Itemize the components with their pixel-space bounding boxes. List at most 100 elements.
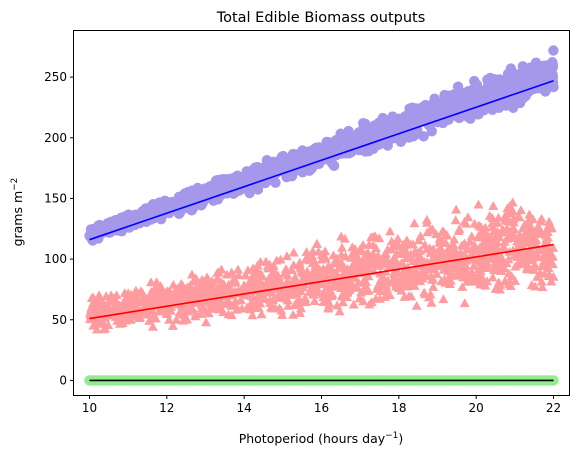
scatter-point [307,246,318,256]
scatter-point [392,233,403,243]
scatter-point [369,120,380,131]
scatter-point [490,284,501,293]
scatter-point [385,226,395,236]
scatter-point [371,284,382,293]
scatter-point [387,112,398,123]
scatter-point [150,206,161,217]
scatter-point [242,265,253,275]
scatter-point [373,251,384,261]
scatter-point [487,272,498,282]
scatter-point [478,259,489,268]
scatter-point [441,276,452,286]
scatter-point [429,103,440,114]
scatter-point [424,111,436,122]
scatter-point [241,282,251,292]
scatter-point [443,244,454,253]
scatter-series-2 [85,197,559,334]
scatter-point [308,282,319,292]
y-tick-label: 100 [44,252,67,266]
scatter-point [92,324,102,334]
scatter-point [488,74,500,85]
scatter-point [548,243,559,252]
y-axis-ticks: 0 50 100 150 200 250 [44,70,74,387]
scatter-point [319,267,330,277]
x-axis-label-main: Photoperiod (hours day [239,431,386,446]
scatter-point [294,259,305,268]
scatter-point [212,273,223,283]
scatter-point [512,79,523,91]
scatter-point [374,129,386,141]
scatter-point [309,296,320,305]
scatter-point [237,303,247,313]
scatter-point [125,212,137,223]
scatter-point [229,177,241,188]
scatter-point [331,253,342,263]
scatter-point [360,286,371,296]
scatter-point [371,243,381,253]
scatter-point [184,285,195,295]
scatter-point [140,308,151,318]
scatter-point [194,278,205,288]
scatter-point [242,290,253,300]
scatter-point [196,309,207,318]
scatter-point [301,253,312,263]
y-tick-label: 50 [52,313,67,327]
scatter-point [514,230,525,239]
scatter-point [546,71,557,82]
scatter-point [405,249,416,259]
scatter-point [129,311,140,320]
scatter-point [194,284,205,294]
scatter-point [115,304,125,314]
scatter-point [111,290,122,300]
scatter-point [220,182,232,193]
scatter-point [265,297,276,307]
scatter-point [202,272,213,282]
scatter-point [203,296,214,306]
scatter-point [274,303,285,313]
scatter-point [528,265,539,274]
scatter-point [333,137,344,148]
scatter-point [190,273,201,283]
scatter-point [536,261,547,271]
scatter-point [124,303,135,312]
scatter-point [431,268,442,278]
scatter-point [428,281,439,291]
scatter-point [323,302,334,311]
scatter-point [218,307,229,316]
scatter-point [281,251,292,261]
y-tick-label: 150 [44,191,67,205]
scatter-point [386,236,397,246]
scatter-point [395,135,407,147]
scatter-point [178,315,189,325]
scatter-point [281,264,291,273]
scatter-point [391,281,401,291]
scatter-point [422,227,433,237]
scatter-point [402,272,413,282]
scatter-point [411,300,422,310]
scatter-point [482,241,493,251]
scatter-point [504,279,515,288]
x-axis-label: Photoperiod (hours day−1) [239,431,404,446]
scatter-point [150,313,161,323]
scatter-point [368,232,379,241]
scatter-point [468,276,479,286]
scatter-point [318,297,329,307]
scatter-point [408,279,419,289]
scatter-point [393,277,404,286]
scatter-point [427,273,438,283]
scatter-point [230,286,240,296]
scatter-point [409,129,421,140]
scatter-point [264,273,274,283]
scatter-point [177,292,188,302]
x-axis-ticks: 10 12 14 16 18 20 22 [82,395,561,415]
scatter-point [522,79,533,90]
scatter-point [297,267,308,277]
scatter-point [167,321,178,330]
scatter-point [461,218,471,228]
scatter-point [540,230,551,240]
scatter-point [412,107,424,119]
scatter-point [268,260,279,270]
scatter-point [155,284,166,294]
scatter-point [170,288,181,298]
